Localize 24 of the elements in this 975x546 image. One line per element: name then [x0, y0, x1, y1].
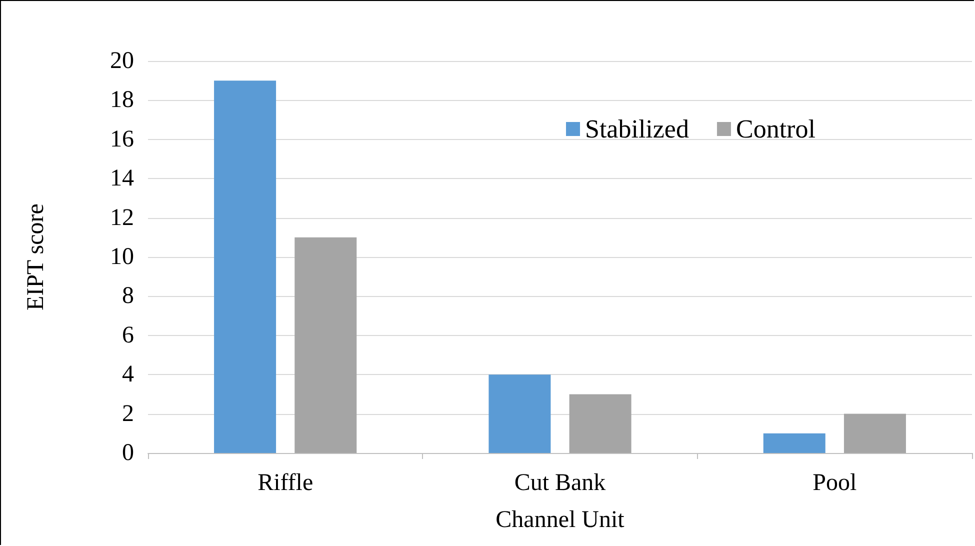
y-tick-label: 16: [110, 126, 134, 152]
y-tick-label: 20: [110, 48, 134, 74]
bar: [488, 374, 551, 453]
y-tick-label: 4: [122, 362, 134, 388]
legend-label: Stabilized: [585, 114, 689, 144]
bar: [569, 394, 632, 453]
y-tick-label: 12: [110, 204, 134, 231]
bar: [214, 80, 276, 453]
x-tick-label: Pool: [812, 470, 858, 496]
y-axis-title: EIPT score: [23, 204, 49, 310]
bar: [763, 433, 826, 453]
y-tick-label: 6: [122, 322, 134, 348]
y-tick-label: 10: [110, 244, 134, 270]
bar: [844, 414, 906, 453]
x-axis-title: Channel Unit: [496, 507, 625, 533]
y-tick-label: 8: [122, 283, 134, 310]
y-tick-label: 18: [110, 87, 134, 114]
x-tick-label: Riffle: [258, 470, 314, 496]
y-tick-label: 14: [110, 166, 134, 192]
bar: [294, 237, 357, 453]
y-tick-label: 0: [122, 440, 134, 466]
legend-label: Control: [736, 114, 816, 144]
x-tick-label: Cut Bank: [514, 470, 606, 496]
y-tick-label: 2: [122, 400, 134, 427]
